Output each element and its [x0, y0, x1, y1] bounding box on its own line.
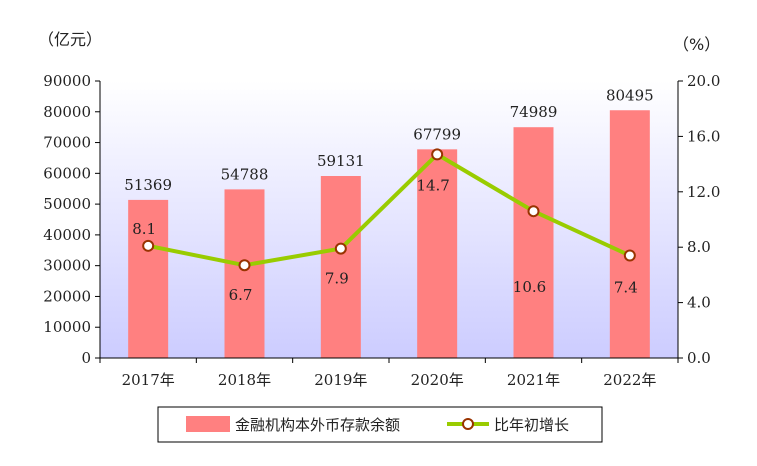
x-tick-5: 2022年 — [603, 371, 656, 389]
legend-line-marker — [462, 418, 474, 430]
bar-1 — [224, 189, 265, 358]
bar-2 — [320, 176, 361, 358]
y-left-tick-7: 70000 — [43, 134, 91, 152]
legend-box — [157, 406, 603, 443]
line-point-3 — [431, 148, 444, 161]
bar-data-labels: 51369 54788 59131 67799 74989 80495 — [124, 86, 653, 194]
line-label-1: 6.7 — [229, 286, 253, 304]
x-tick-3: 2020年 — [411, 371, 464, 389]
y-right-tick-1: 4.0 — [687, 294, 711, 312]
y-right-unit: （%） — [673, 35, 720, 54]
bar-label-0: 51369 — [124, 176, 172, 194]
y-right-tick-2: 8.0 — [687, 238, 711, 256]
line-data-labels: 8.1 6.7 7.9 14.7 10.6 7.4 — [132, 176, 638, 304]
legend-bar-swatch — [186, 416, 230, 432]
y-left-tick-9: 90000 — [43, 72, 91, 90]
x-tick-labels: 2017年 2018年 2019年 2020年 2021年 2022年 — [122, 371, 657, 389]
y-right-tick-4: 16.0 — [687, 127, 720, 145]
line-label-0: 8.1 — [132, 220, 156, 238]
y-left-tick-3: 30000 — [43, 257, 91, 275]
y-left-tick-5: 50000 — [43, 195, 91, 213]
bar-label-2: 59131 — [317, 152, 365, 170]
x-tick-2: 2019年 — [314, 371, 367, 389]
y-left-tick-8: 80000 — [43, 103, 91, 121]
bar-label-3: 67799 — [413, 125, 461, 143]
bar-3 — [417, 149, 458, 358]
legend-line-label: 比年初增长 — [494, 416, 569, 434]
line-label-2: 7.9 — [325, 270, 349, 288]
y-right-tick-0: 0.0 — [687, 349, 711, 367]
line-label-3: 14.7 — [416, 176, 449, 194]
x-tick-1: 2018年 — [218, 371, 271, 389]
line-series — [142, 148, 636, 272]
y-left-tick-2: 20000 — [43, 287, 91, 305]
line-label-5: 7.4 — [614, 279, 638, 297]
line-point-2 — [334, 242, 347, 255]
y-left-tick-labels: 0 10000 20000 30000 40000 50000 60000 70000 8000… — [43, 72, 91, 367]
y-left-tick-0: 0 — [81, 349, 91, 367]
bar-0 — [128, 199, 169, 358]
legend: 金融机构本外币存款余额 比年初增长 — [157, 406, 603, 443]
bar-label-1: 54788 — [221, 165, 269, 183]
y-left-unit: （亿元） — [38, 30, 102, 49]
line-point-1 — [238, 259, 251, 272]
line-label-4: 10.6 — [513, 278, 546, 296]
axes — [95, 80, 683, 363]
y-right-tick-5: 20.0 — [687, 72, 720, 90]
line-point-4 — [527, 205, 540, 218]
y-right-tick-labels: 0.0 4.0 8.0 12.0 16.0 20.0 — [687, 72, 720, 367]
line-point-0 — [142, 239, 155, 252]
y-left-tick-6: 60000 — [43, 164, 91, 182]
bar-5 — [609, 110, 650, 359]
legend-bar-label: 金融机构本外币存款余额 — [235, 416, 400, 434]
line-point-5 — [623, 249, 636, 262]
plot-area — [100, 81, 678, 358]
bar-label-5: 80495 — [606, 86, 654, 104]
bar-4 — [513, 127, 554, 358]
x-tick-0: 2017年 — [122, 371, 175, 389]
x-tick-4: 2021年 — [507, 371, 560, 389]
y-left-tick-4: 40000 — [43, 226, 91, 244]
bar-label-4: 74989 — [510, 103, 558, 121]
y-left-tick-1: 10000 — [43, 318, 91, 336]
line-path — [147, 152, 631, 268]
bar-series — [128, 110, 650, 359]
y-right-tick-3: 12.0 — [687, 183, 720, 201]
